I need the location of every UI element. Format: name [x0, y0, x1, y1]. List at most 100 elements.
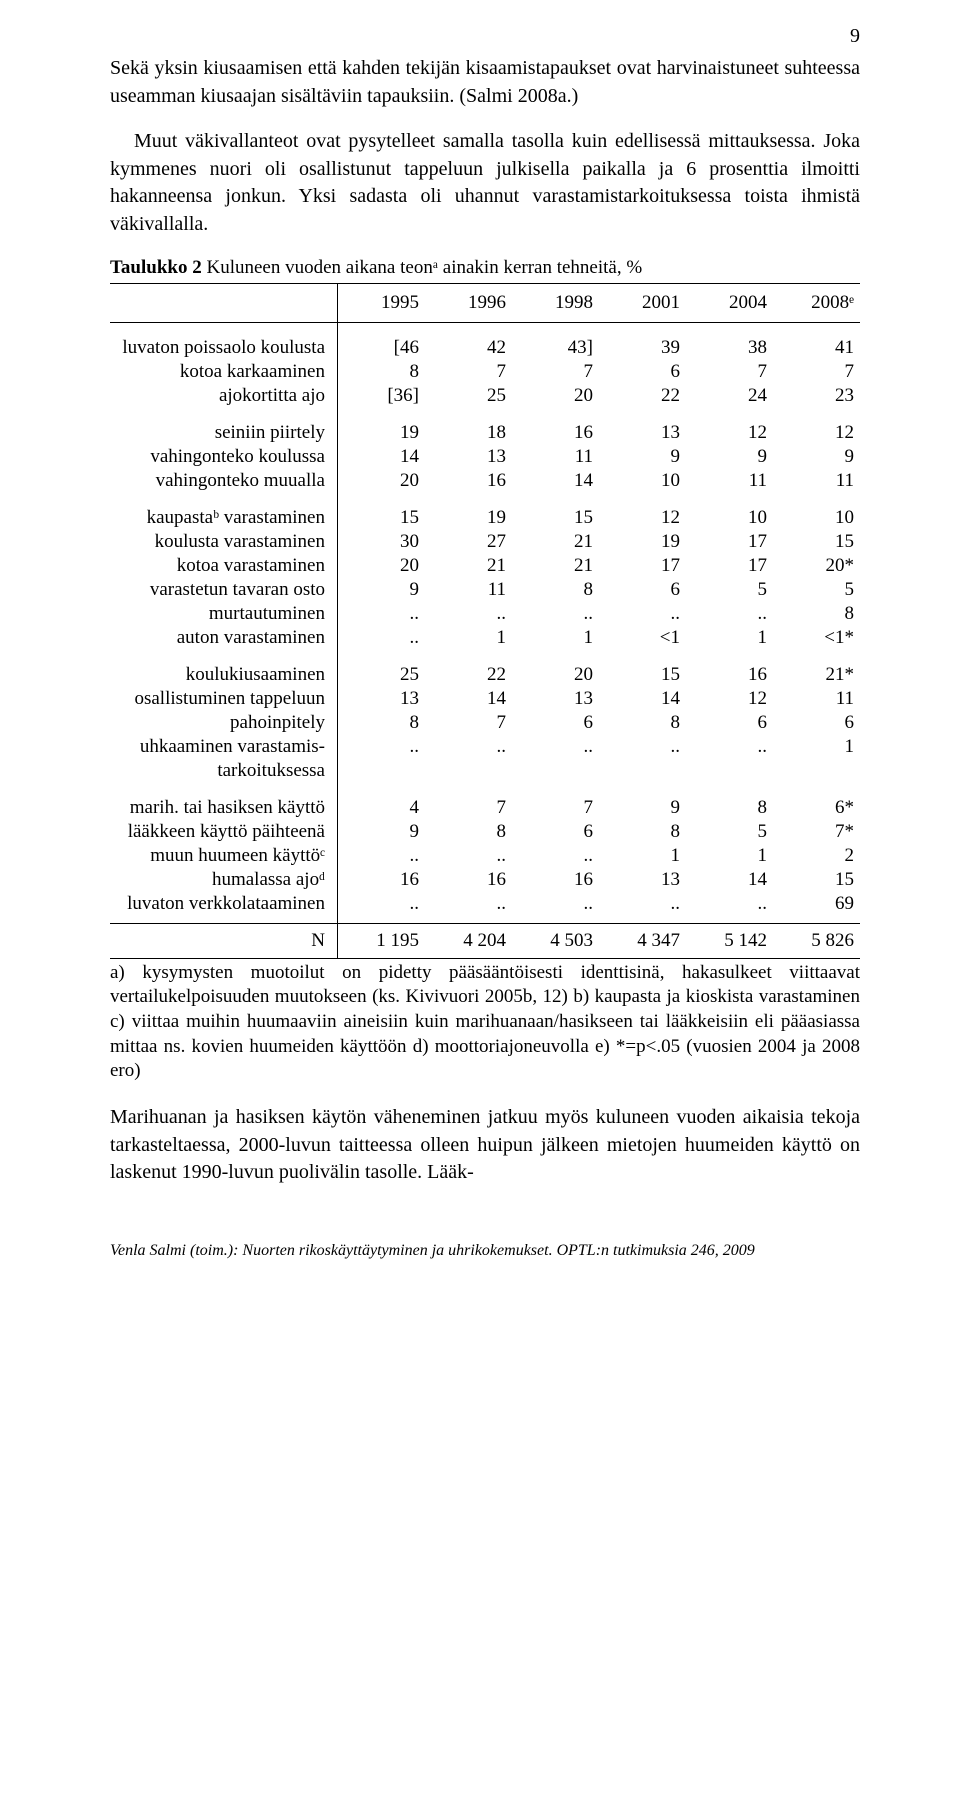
table-row: seiniin piirtely191816131212	[110, 408, 860, 445]
data-cell: 14	[512, 469, 599, 493]
data-cell: 6	[512, 820, 599, 844]
data-cell: 6	[599, 360, 686, 384]
data-cell: 25	[338, 650, 426, 687]
data-cell: 7	[512, 360, 599, 384]
data-cell: 11	[425, 578, 512, 602]
row-label: kaupastaᵇ varastaminen	[110, 493, 338, 530]
data-cell: 15	[773, 530, 860, 554]
data-cell: 6	[686, 711, 773, 735]
data-cell	[599, 759, 686, 783]
data-cell: 20	[512, 650, 599, 687]
data-cell: 8	[338, 360, 426, 384]
table-row: kotoa karkaaminen877677	[110, 360, 860, 384]
data-cell: 14	[686, 868, 773, 892]
data-cell	[773, 759, 860, 783]
data-cell: ..	[512, 844, 599, 868]
data-cell: 12	[599, 493, 686, 530]
data-cell: 42	[425, 322, 512, 360]
data-cell: 6	[773, 711, 860, 735]
column-header: 2004	[686, 283, 773, 322]
data-cell	[425, 759, 512, 783]
table-row: koulusta varastaminen302721191715	[110, 530, 860, 554]
row-label: seiniin piirtely	[110, 408, 338, 445]
data-cell: 17	[686, 554, 773, 578]
data-cell: <1*	[773, 626, 860, 650]
data-cell: 5	[686, 578, 773, 602]
data-cell: 12	[686, 687, 773, 711]
data-cell: 6	[599, 578, 686, 602]
row-label: lääkkeen käyttö päihteenä	[110, 820, 338, 844]
data-cell: ..	[425, 602, 512, 626]
data-cell: 23	[773, 384, 860, 408]
data-cell: 1	[425, 626, 512, 650]
column-header: 2008ᵉ	[773, 283, 860, 322]
data-cell: 6	[512, 711, 599, 735]
table-row: luvaton poissaolo koulusta[464243]393841	[110, 322, 860, 360]
row-label: auton varastaminen	[110, 626, 338, 650]
data-cell: 7	[773, 360, 860, 384]
data-cell: 8	[425, 820, 512, 844]
data-cell: 11	[686, 469, 773, 493]
column-header: 1998	[512, 283, 599, 322]
row-label: kotoa karkaaminen	[110, 360, 338, 384]
data-cell: 22	[425, 650, 512, 687]
row-label: humalassa ajoᵈ	[110, 868, 338, 892]
data-cell: 14	[425, 687, 512, 711]
row-label: muun huumeen käyttöᶜ	[110, 844, 338, 868]
paragraph-1: Sekä yksin kiusaamisen että kahden tekij…	[110, 55, 860, 110]
data-cell: 17	[599, 554, 686, 578]
data-cell: 9	[599, 783, 686, 820]
data-cell: 39	[599, 322, 686, 360]
table-row: vahingonteko muualla201614101111	[110, 469, 860, 493]
row-label: luvaton verkkolataaminen	[110, 892, 338, 924]
data-cell: 2	[773, 844, 860, 868]
data-cell: 16	[512, 868, 599, 892]
page-number: 9	[850, 25, 860, 48]
table-row: auton varastaminen..11<11<1*	[110, 626, 860, 650]
row-label: varastetun tavaran osto	[110, 578, 338, 602]
data-cell: 6*	[773, 783, 860, 820]
data-cell: 4	[338, 783, 426, 820]
data-cell: 19	[599, 530, 686, 554]
data-cell: ..	[686, 892, 773, 924]
data-cell: ..	[599, 892, 686, 924]
data-cell: ..	[338, 844, 426, 868]
data-cell: 1	[686, 844, 773, 868]
table-header-row: 1995 1996 1998 2001 2004 2008ᵉ	[110, 283, 860, 322]
data-cell: ..	[338, 892, 426, 924]
data-cell: 21	[425, 554, 512, 578]
table-header-empty	[110, 283, 338, 322]
data-cell: 19	[425, 493, 512, 530]
table-row: luvaton verkkolataaminen..........69	[110, 892, 860, 924]
data-cell: 13	[599, 408, 686, 445]
data-cell: 7	[512, 783, 599, 820]
data-cell	[686, 759, 773, 783]
row-label: kotoa varastaminen	[110, 554, 338, 578]
data-cell: 1	[512, 626, 599, 650]
data-cell: 1	[599, 844, 686, 868]
row-label: koulukiusaaminen	[110, 650, 338, 687]
data-cell: 16	[338, 868, 426, 892]
data-cell: 1	[773, 735, 860, 759]
row-label: uhkaaminen varastamis-	[110, 735, 338, 759]
data-cell: 13	[338, 687, 426, 711]
data-cell: ..	[512, 735, 599, 759]
page-footer: Venla Salmi (toim.): Nuorten rikoskäyttä…	[110, 1242, 860, 1260]
column-header: 1995	[338, 283, 426, 322]
table-row: ajokortitta ajo[36]2520222423	[110, 384, 860, 408]
data-cell: 8	[512, 578, 599, 602]
data-cell: 13	[425, 445, 512, 469]
footer-cell: 4 204	[425, 923, 512, 958]
data-cell: 20*	[773, 554, 860, 578]
data-cell: [46	[338, 322, 426, 360]
row-label: marih. tai hasiksen käyttö	[110, 783, 338, 820]
data-cell: 16	[512, 408, 599, 445]
paragraph-2: Muut väkivallanteot ovat pysytelleet sam…	[110, 128, 860, 238]
data-cell: 13	[599, 868, 686, 892]
data-cell: ..	[425, 735, 512, 759]
table-footnote: a) kysymysten muotoilut on pidetty pääsä…	[110, 961, 860, 1084]
data-cell: ..	[599, 602, 686, 626]
table-row: marih. tai hasiksen käyttö477986*	[110, 783, 860, 820]
data-cell: 7	[425, 783, 512, 820]
data-cell: 20	[512, 384, 599, 408]
